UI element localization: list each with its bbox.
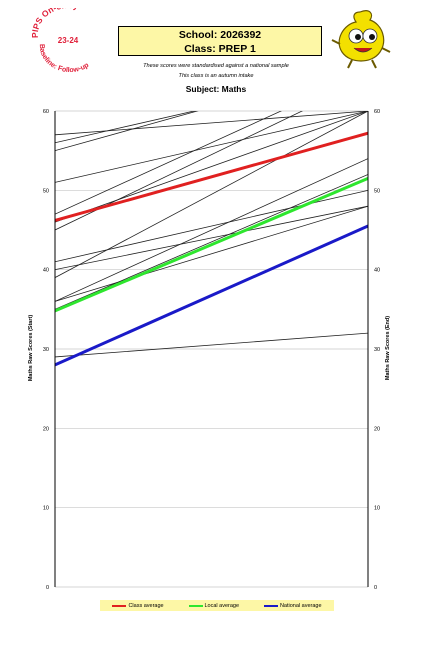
school-title: School: 2026392 — [178, 29, 262, 41]
logo-arc-top-text: PIPS On-entry — [30, 8, 79, 38]
national-average-line — [55, 224, 368, 367]
pupil-line — [55, 111, 368, 223]
legend-label-national: National average — [279, 602, 322, 609]
pupil-line — [55, 111, 196, 144]
pupil-line — [55, 111, 283, 215]
local-average-line — [55, 177, 368, 313]
y-tick-left-label: 0 — [46, 585, 49, 591]
logo-year-text: 23-24 — [58, 36, 79, 45]
legend-label-local: Local average — [204, 602, 240, 609]
pupil-line — [55, 111, 368, 278]
y-tick-right-label: 10 — [374, 506, 380, 512]
y-tick-left-label: 10 — [43, 506, 49, 512]
pupil-line — [55, 111, 199, 152]
y-tick-left-label: 50 — [43, 188, 49, 194]
pupil-line — [55, 189, 368, 263]
legend-swatch-local — [188, 604, 203, 607]
pupil-line — [55, 205, 368, 302]
y-tick-right-label: 60 — [374, 109, 380, 115]
legend-item-class: Class average — [112, 602, 164, 609]
y-tick-left-label: 30 — [43, 347, 49, 353]
y-tick-left-label: 60 — [43, 109, 49, 115]
y-tick-right-label: 20 — [374, 426, 380, 432]
class-average-line — [55, 131, 368, 222]
y-axis-right-label: Maths Raw Scores (End) — [385, 316, 391, 380]
pupil-line — [55, 158, 368, 302]
mascot-icon — [331, 10, 391, 69]
legend-item-local: Local average — [188, 602, 240, 609]
pupil-line — [55, 111, 368, 183]
pips-logo: PIPS On-entry 23-24 Baseline: Follow-up — [30, 8, 90, 72]
pupil-line — [55, 332, 368, 358]
y-tick-right-label: 40 — [374, 268, 380, 274]
svg-text:PIPS On-entry: PIPS On-entry — [30, 8, 79, 38]
y-tick-right-label: 30 — [374, 347, 380, 353]
pupil-line — [55, 205, 368, 271]
y-tick-left-label: 20 — [43, 426, 49, 432]
subject-title: Subject: Maths — [185, 84, 247, 94]
pupil-line — [55, 111, 304, 231]
y-tick-right-label: 50 — [374, 188, 380, 194]
chart-legend: Class average Local average National ave… — [100, 600, 334, 611]
pupil-line — [55, 111, 368, 136]
class-title: Class: PREP 1 — [184, 43, 256, 55]
legend-item-national: National average — [263, 602, 322, 609]
y-axis-left-label: Maths Raw Scores (Start) — [28, 315, 34, 381]
legend-swatch-national — [263, 604, 278, 607]
note-intake: This class is an autumn intake — [178, 73, 254, 79]
y-tick-right-label: 0 — [374, 585, 377, 591]
legend-label-class: Class average — [128, 602, 164, 609]
y-tick-left-label: 40 — [43, 268, 49, 274]
legend-swatch-class — [112, 604, 127, 607]
scores-chart: 0 0 10 10 20 20 30 30 40 40 50 50 60 60 Maths Raw Sco… — [28, 109, 391, 591]
pupil-line — [55, 174, 368, 310]
note-standardised: These scores were standardised against a… — [143, 63, 289, 69]
header-box: School: 2026392 Class: PREP 1 — [118, 26, 322, 56]
